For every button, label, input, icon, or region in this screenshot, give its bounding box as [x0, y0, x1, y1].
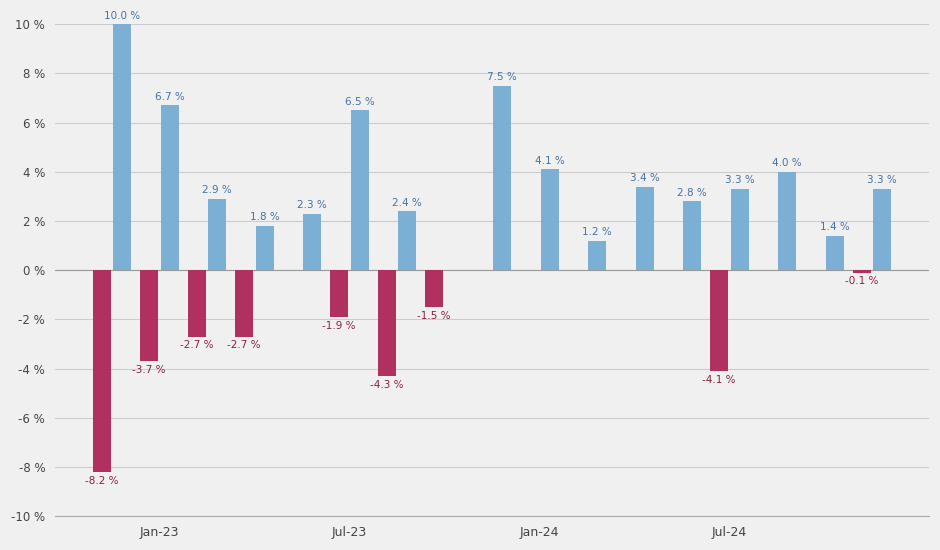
Bar: [378, 270, 396, 376]
Text: 3.3 %: 3.3 %: [868, 175, 897, 185]
Text: -1.5 %: -1.5 %: [417, 311, 451, 321]
Text: -4.3 %: -4.3 %: [370, 379, 403, 389]
Bar: [778, 172, 796, 270]
Bar: [303, 213, 321, 270]
Text: -0.1 %: -0.1 %: [845, 277, 878, 287]
Bar: [494, 86, 511, 270]
Bar: [161, 106, 179, 270]
Bar: [853, 270, 870, 273]
Bar: [140, 270, 158, 361]
Text: -2.7 %: -2.7 %: [227, 340, 261, 350]
Text: 2.3 %: 2.3 %: [297, 200, 327, 210]
Bar: [540, 169, 558, 270]
Text: 1.8 %: 1.8 %: [250, 212, 279, 222]
Bar: [873, 189, 891, 270]
Bar: [208, 199, 227, 270]
Text: 6.5 %: 6.5 %: [345, 97, 374, 107]
Text: 10.0 %: 10.0 %: [104, 10, 140, 20]
Bar: [825, 236, 843, 270]
Text: 4.0 %: 4.0 %: [773, 158, 802, 168]
Bar: [588, 241, 606, 270]
Text: -4.1 %: -4.1 %: [702, 375, 736, 385]
Bar: [113, 24, 132, 270]
Text: 4.1 %: 4.1 %: [535, 156, 565, 166]
Text: 1.2 %: 1.2 %: [582, 227, 612, 237]
Bar: [351, 111, 368, 270]
Bar: [188, 270, 206, 337]
Bar: [683, 201, 701, 270]
Bar: [635, 186, 653, 270]
Bar: [93, 270, 111, 472]
Text: -1.9 %: -1.9 %: [322, 321, 356, 331]
Text: 2.4 %: 2.4 %: [392, 197, 422, 207]
Text: -3.7 %: -3.7 %: [133, 365, 166, 375]
Text: 1.4 %: 1.4 %: [820, 222, 850, 232]
Bar: [710, 270, 729, 371]
Bar: [330, 270, 348, 317]
Bar: [235, 270, 253, 337]
Text: 2.9 %: 2.9 %: [202, 185, 232, 195]
Text: 6.7 %: 6.7 %: [155, 92, 184, 102]
Bar: [425, 270, 444, 307]
Text: -8.2 %: -8.2 %: [85, 476, 118, 486]
Bar: [730, 189, 748, 270]
Bar: [256, 226, 274, 270]
Bar: [399, 211, 416, 270]
Text: 3.4 %: 3.4 %: [630, 173, 660, 183]
Text: 7.5 %: 7.5 %: [487, 72, 517, 82]
Text: 3.3 %: 3.3 %: [725, 175, 755, 185]
Text: 2.8 %: 2.8 %: [677, 188, 707, 197]
Text: -2.7 %: -2.7 %: [180, 340, 213, 350]
